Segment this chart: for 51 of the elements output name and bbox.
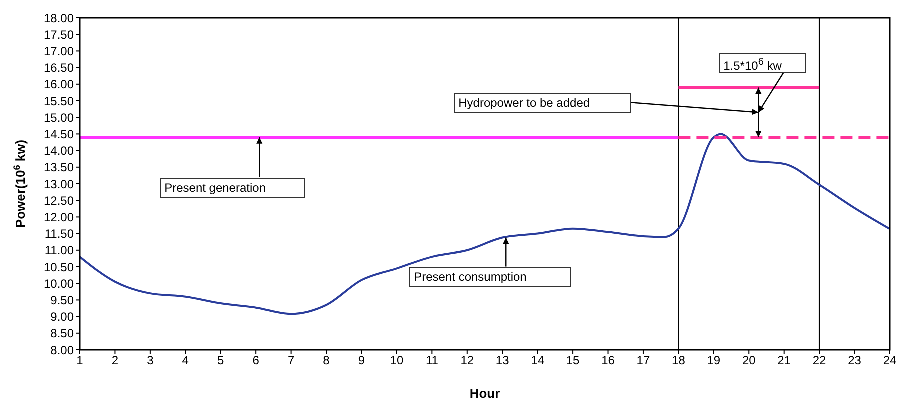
annotation: Present generation <box>160 178 305 198</box>
x-tick-label: 12 <box>460 354 474 368</box>
y-tick-label: 9.50 <box>50 293 74 308</box>
x-tick-label: 8 <box>323 354 330 368</box>
x-tick-label: 5 <box>218 354 225 368</box>
x-axis-title: Hour <box>470 386 500 401</box>
x-tick-label: 22 <box>812 354 827 368</box>
y-tick-label: 12.50 <box>44 194 74 208</box>
y-tick-label: 12.00 <box>44 210 74 224</box>
y-tick-label: 8.50 <box>50 326 74 341</box>
x-tick-label: 15 <box>566 354 580 368</box>
y-tick-label: 13.00 <box>44 177 74 192</box>
y-tick-label: 14.00 <box>44 144 74 158</box>
x-tick-label: 10 <box>390 354 404 368</box>
x-tick-label: 13 <box>496 354 510 368</box>
y-tick-label: 13.50 <box>44 160 74 175</box>
line-series <box>80 133 890 316</box>
x-tick-label: 9 <box>358 354 366 368</box>
x-tick-label: 16 <box>602 354 616 368</box>
x-tick-label: 20 <box>742 354 756 368</box>
x-tick-label: 18 <box>672 354 686 368</box>
y-tick-label: 17.00 <box>44 44 74 58</box>
x-tick-label: 1 <box>76 354 84 368</box>
y-tick-label: 17.50 <box>44 28 74 42</box>
y-tick-label: 16.00 <box>44 78 74 92</box>
x-tick-label: 7 <box>288 354 295 368</box>
annotation: Hydropower to be added <box>454 92 631 113</box>
y-tick-label: 15.50 <box>44 94 74 108</box>
annotation: Present consumption <box>409 266 572 287</box>
y-tick-label: 10.00 <box>44 276 74 291</box>
x-tick-label: 11 <box>426 354 439 368</box>
y-tick-label: 18.00 <box>44 11 74 26</box>
x-tick-label: 17 <box>636 354 650 368</box>
x-tick-label: 3 <box>147 354 154 368</box>
x-tick-label: 4 <box>182 354 190 368</box>
y-tick-label: 16.50 <box>44 61 74 76</box>
y-tick-label: 9.00 <box>50 310 74 324</box>
x-tick-label: 6 <box>252 354 260 368</box>
x-tick-label: 24 <box>883 354 897 368</box>
y-tick-label: 11.50 <box>44 227 74 242</box>
annotation: 1.5*10$^{6}$ kw <box>718 52 806 73</box>
y-tick-label: 8.00 <box>50 343 74 358</box>
x-tick-label: 19 <box>707 354 721 368</box>
y-tick-label: 14.50 <box>44 127 74 142</box>
y-tick-label: 11.00 <box>44 244 74 258</box>
y-tick-label: 10.50 <box>44 260 74 274</box>
x-tick-label: 14 <box>531 354 545 368</box>
x-tick-label: 2 <box>112 354 119 368</box>
x-tick-label: 23 <box>848 354 862 368</box>
x-tick-label: 21 <box>778 354 792 368</box>
y-tick-label: 15.00 <box>44 110 74 125</box>
